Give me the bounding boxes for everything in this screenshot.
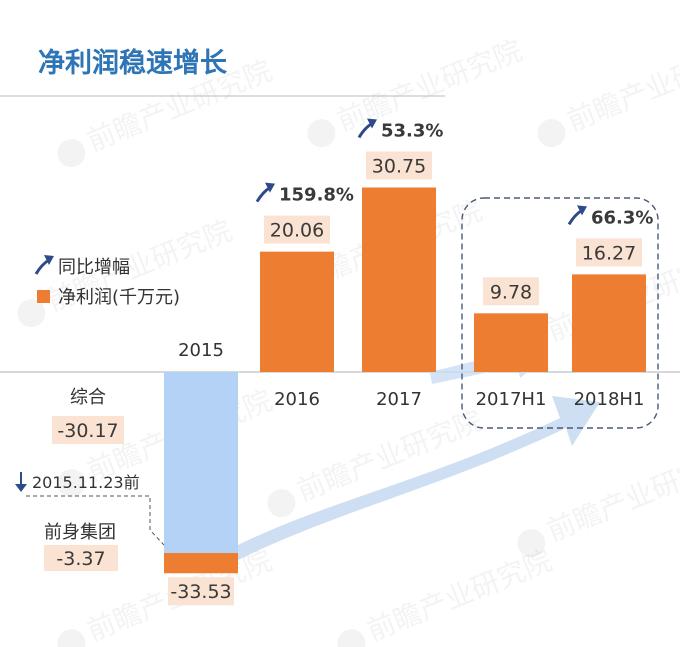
legend-arrow-icon <box>34 258 50 275</box>
watermark-logo <box>57 469 86 498</box>
watermark-logo <box>17 299 46 328</box>
watermark-logo <box>267 489 296 518</box>
consolidated-label: 综合 <box>70 387 106 408</box>
date-note: 2015.11.23前 <box>32 473 140 492</box>
watermark: 前瞻产业研究院 <box>537 34 680 148</box>
legend-arrow-icon-head <box>44 255 54 265</box>
chart-title: 净利润稳速增长 <box>38 47 228 79</box>
predecessor-value-bg <box>44 545 118 571</box>
value-label-2016: 20.06 <box>270 220 324 242</box>
bar-2015-predecessor <box>164 553 238 574</box>
watermark-logo <box>307 119 336 148</box>
consolidated-value: -30.17 <box>57 420 118 442</box>
watermark-text: 前瞻产业研究院 <box>562 34 680 138</box>
value-label-bg <box>168 577 234 606</box>
growth-trend-arrow <box>238 396 600 560</box>
bar-2015-consolidated <box>164 372 238 554</box>
growth-arrow-icon <box>255 186 271 203</box>
watermark-text: 前瞻产业研究院 <box>362 544 556 647</box>
value-label-bg <box>576 238 642 267</box>
bar-2017 <box>362 187 436 372</box>
down-arrow-icon-head <box>15 484 27 492</box>
value-label-2017H1: 9.78 <box>490 281 532 303</box>
value-label-2017: 30.75 <box>372 156 426 178</box>
watermark-logo <box>537 119 566 148</box>
watermark-logo <box>57 139 86 168</box>
bar-2017H1 <box>474 313 548 372</box>
value-label-bg <box>483 277 539 306</box>
highlight-frame <box>461 197 659 429</box>
value-label-bg <box>366 151 432 180</box>
value-label-bg <box>264 215 330 244</box>
watermark-logo <box>337 629 366 647</box>
tick-label-2017: 2017 <box>376 389 422 410</box>
bar-2018H1 <box>572 274 646 372</box>
watermark-logo <box>517 529 546 558</box>
watermark: 前瞻产业研究院 <box>337 544 557 647</box>
growth-label-2016: 159.8% <box>279 185 354 206</box>
growth-arrow-icon-head <box>367 118 377 129</box>
value-label-2018H1: 16.27 <box>582 242 636 264</box>
predecessor-label: 前身集团 <box>44 522 116 543</box>
growth-arrow-icon-head <box>577 205 587 216</box>
growth-arrow-icon <box>567 209 583 226</box>
predecessor-value: -3.37 <box>56 548 105 570</box>
tick-label-2017H1: 2017H1 <box>476 389 547 410</box>
bar-2016 <box>260 251 334 372</box>
watermark-text: 前瞻产业研究院 <box>542 444 680 548</box>
watermark-logo <box>57 629 86 647</box>
predecessor-leader-line <box>26 495 165 546</box>
legend-growth: 同比增幅 <box>58 257 130 278</box>
growth-arrow-icon-head <box>265 182 275 193</box>
legend-net-profit: 净利润(千万元) <box>58 287 180 308</box>
watermark: 前瞻产业研究院 <box>517 444 680 558</box>
legend-swatch <box>37 290 50 303</box>
tick-label-2018H1: 2018H1 <box>574 389 645 410</box>
tick-label-2016: 2016 <box>274 389 320 410</box>
growth-label-2018H1: 66.3% <box>591 207 653 228</box>
growth-label-2017: 53.3% <box>381 121 443 142</box>
value-label-2015-total: -33.53 <box>170 581 231 603</box>
tick-label-2015: 2015 <box>178 340 224 361</box>
consolidated-value-bg <box>52 416 124 444</box>
